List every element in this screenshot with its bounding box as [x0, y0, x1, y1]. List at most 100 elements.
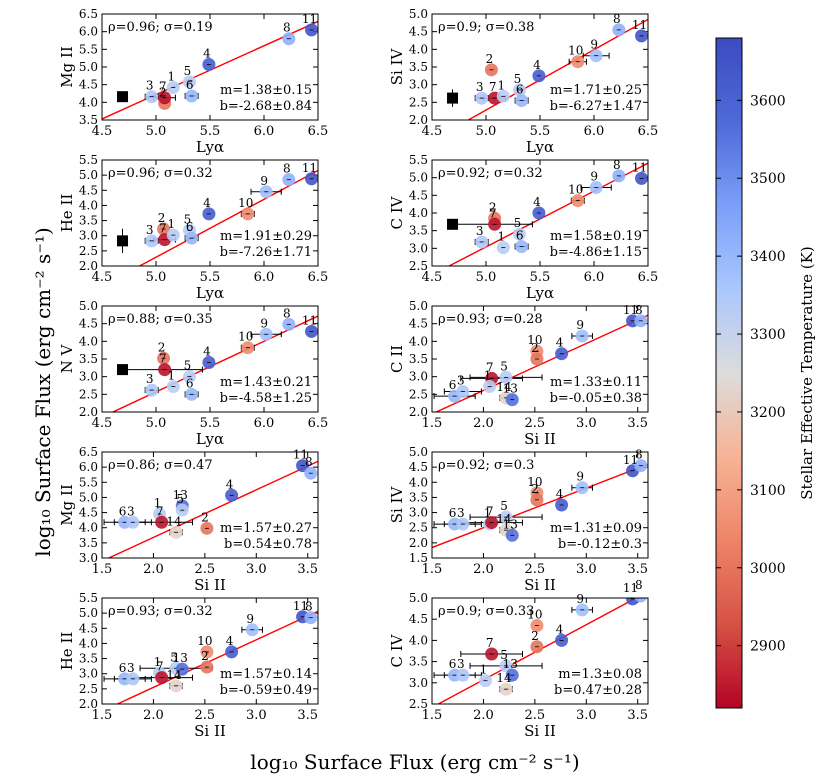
y-tick-label: 2.0 [79, 405, 98, 419]
point-label: 5 [184, 359, 192, 373]
y-tick-label: 5.0 [79, 60, 98, 74]
fit-intercept: b=-4.86±1.15 [550, 245, 642, 260]
colorbar: 2900 3000 3100 3200 3300 3400 3500 3600 Stellar… [715, 37, 816, 709]
point-label: 3 [127, 504, 135, 518]
y-tick-label: 5.5 [409, 153, 428, 167]
x-tick-label: 3.5 [297, 562, 318, 577]
fit-slope: m=1.31±0.09 [550, 521, 642, 536]
y-tick-label: 3.5 [79, 536, 98, 550]
y-tick-label: 2.5 [409, 95, 428, 109]
x-tick-label: 4.5 [92, 270, 113, 285]
point-label: 4 [226, 477, 234, 491]
point-label: 1 [480, 663, 488, 677]
panel-xlabel: Lyα [526, 284, 554, 302]
point-label: 13 [503, 657, 518, 671]
y-tick-label: 4.5 [79, 183, 98, 197]
point-label: 3 [146, 223, 154, 237]
y-tick-label: 4.0 [79, 636, 98, 650]
panel-ylabel: N V [58, 343, 76, 373]
point-label: 7 [486, 636, 494, 650]
y-tick-label: 4.5 [79, 621, 98, 635]
point-label: 2 [489, 200, 497, 214]
y-tick-label: 4.0 [409, 475, 428, 489]
panel-4: 4.5 5.0 5.5 6.0 6.5 2.0 2.5 3.0 3.5 4.0 4.5 5.0 Lyα N… [58, 299, 328, 448]
panel-xlabel: Lyα [196, 284, 224, 302]
y-tick-label: 2.5 [409, 387, 428, 401]
point-label: 4 [203, 345, 211, 359]
y-tick-label: 1.5 [409, 551, 428, 565]
x-tick-label: 5.0 [146, 124, 167, 139]
x-tick-label: 4.5 [422, 124, 443, 139]
panel-frame [101, 159, 319, 267]
y-tick-label: 3.0 [409, 370, 428, 384]
point-label: 7 [489, 206, 497, 220]
y-tick-label: 3.0 [79, 370, 98, 384]
x-tick-label: 6.0 [584, 124, 605, 139]
fit-line [115, 610, 318, 704]
point-label: 5 [500, 359, 508, 373]
y-tick-label: 3.0 [79, 551, 98, 565]
y-tick-label: 2.0 [409, 536, 428, 550]
x-tick-label: 3.0 [576, 708, 597, 723]
x-tick-label: 5.0 [476, 270, 497, 285]
x-tick-label: 5.5 [530, 270, 551, 285]
x-tick-label: 6.0 [254, 270, 275, 285]
y-tick-label: 3.5 [409, 224, 428, 238]
upper-limit-square [447, 218, 459, 230]
panel-7: 1.5 2.0 2.5 3.0 3.51.52.02.53.03.54.04.55.0S… [388, 445, 649, 594]
point-label: 4 [556, 487, 564, 501]
x-tick-label: 2.0 [473, 708, 494, 723]
point-label: 7 [159, 352, 167, 366]
y-tick-label: 3.0 [409, 506, 428, 520]
panel-ylabel: Mg II [58, 46, 76, 88]
y-tick-label: 3.0 [409, 241, 428, 255]
panel-frame [101, 597, 319, 705]
point-label: 7 [486, 360, 494, 374]
point-label: 14 [496, 380, 512, 394]
point-label: 6 [186, 78, 194, 92]
point-label: 3 [476, 224, 484, 238]
x-tick-label: 2.0 [143, 562, 164, 577]
fit-intercept: b=-4.58±1.25 [220, 391, 312, 406]
point-label: 11 [293, 448, 308, 462]
fit-intercept: b=-2.68±0.84 [220, 99, 312, 114]
x-tick-label: 3.0 [246, 562, 267, 577]
point-label: 13 [503, 382, 518, 396]
point-label: 6 [449, 506, 457, 520]
x-tick-label: 1.5 [422, 416, 443, 431]
x-tick-label: 2.5 [195, 562, 216, 577]
x-tick-label: 5.0 [146, 270, 167, 285]
panel-9: 1.5 2.0 2.5 3.0 3.5 2.5 3.0 3.5 4.0 4.5 5.0 Si II C … [388, 578, 649, 740]
fit-intercept: b=-7.26±1.71 [220, 245, 312, 260]
panel-xlabel: Si II [524, 722, 556, 740]
panel-frame [101, 451, 319, 559]
panel-stats: ρ=0.86; σ=0.47 [108, 458, 213, 473]
y-tick-label: 6.5 [79, 445, 98, 459]
panel-2: 4.5 5.0 5.5 6.0 6.52.02.53.03.54.04.55.05.5L… [58, 153, 328, 302]
y-tick-label: 2.0 [409, 113, 428, 127]
x-tick-label: 2.5 [195, 708, 216, 723]
point-label: 2 [531, 482, 539, 496]
panel-stats: ρ=0.93; σ=0.32 [108, 604, 213, 619]
fit-intercept: b=-0.12±0.3 [558, 537, 642, 552]
fit-intercept: b=-0.05±0.38 [550, 391, 642, 406]
point-label: 2 [159, 85, 167, 99]
point-label: 10 [527, 608, 542, 622]
y-tick-label: 4.0 [79, 95, 98, 109]
point-label: 9 [576, 318, 584, 332]
point-label: 9 [590, 38, 598, 52]
point-label: 1 [484, 369, 492, 383]
point-label: 14 [166, 668, 182, 682]
point-label: 3 [127, 661, 135, 675]
panel-stats: ρ=0.88; σ=0.35 [108, 312, 213, 327]
x-tick-label: 2.5 [525, 708, 546, 723]
point-label: 14 [496, 512, 512, 526]
panel-xlabel: Lyα [196, 430, 224, 448]
colorbar-tick-label: 2900 [750, 639, 786, 655]
panel-6: 1.5 2.0 2.5 3.0 3.53.03.54.04.55.05.56.06.5S… [58, 445, 319, 594]
point-label: 11 [302, 12, 317, 26]
data-point [634, 598, 647, 603]
fit-slope: m=1.3±0.08 [558, 667, 642, 682]
point-label: 6 [449, 378, 457, 392]
panel-stats: ρ=0.96; σ=0.32 [108, 166, 213, 181]
